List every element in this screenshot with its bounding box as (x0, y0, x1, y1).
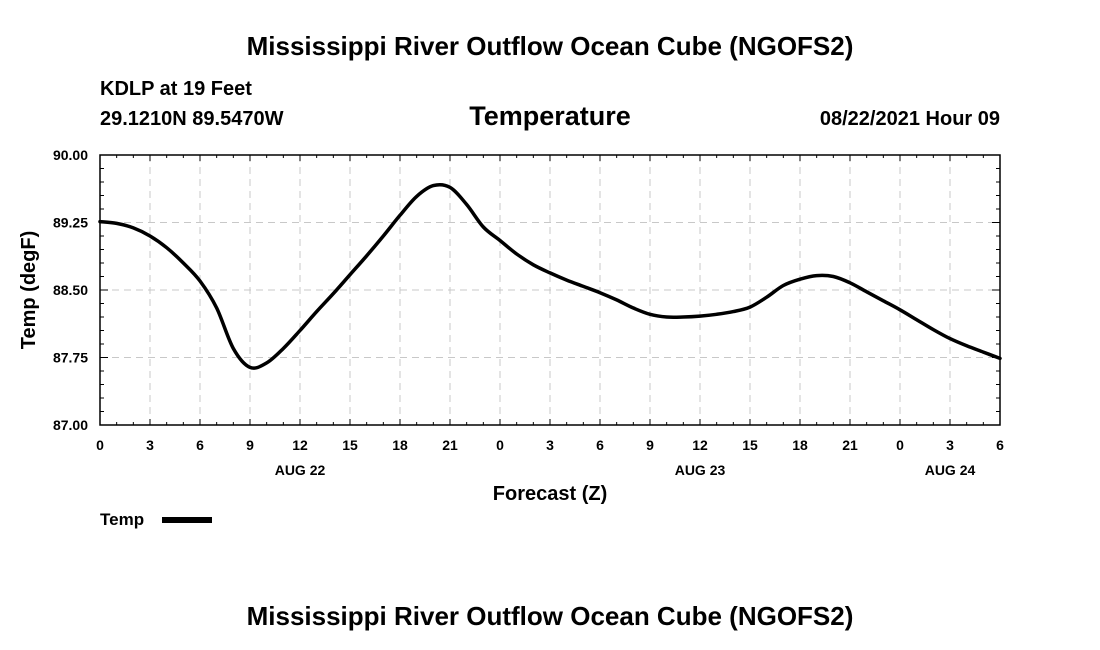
forecast-datetime: 08/22/2021 Hour 09 (820, 108, 1000, 130)
y-tick-label: 89.25 (53, 215, 88, 231)
x-tick-label: 3 (146, 437, 154, 453)
main-title: Mississippi River Outflow Ocean Cube (NG… (247, 31, 854, 61)
day-label: AUG 23 (675, 462, 726, 478)
x-tick-label: 9 (646, 437, 654, 453)
x-tick-label: 18 (792, 437, 808, 453)
day-label: AUG 24 (925, 462, 976, 478)
y-tick-label: 88.50 (53, 282, 88, 298)
y-axis-label: Temp (degF) (18, 231, 40, 350)
temp-series-line (98, 182, 1002, 370)
footer-title: Mississippi River Outflow Ocean Cube (NG… (247, 601, 854, 631)
station-label: KDLP at 19 Feet (100, 78, 252, 100)
x-tick-label: 12 (692, 437, 708, 453)
x-tick-label: 6 (196, 437, 204, 453)
x-tick-label: 21 (442, 437, 458, 453)
chart-grid (100, 155, 1000, 425)
x-tick-label: 0 (896, 437, 904, 453)
x-tick-label: 0 (496, 437, 504, 453)
x-tick-label: 15 (342, 437, 358, 453)
x-tick-label: 3 (546, 437, 554, 453)
station-coords: 29.1210N 89.5470W (100, 108, 284, 130)
x-tick-label: 3 (946, 437, 954, 453)
chart-title: Temperature (469, 101, 631, 131)
x-tick-label: 15 (742, 437, 758, 453)
x-axis-label: Forecast (Z) (493, 483, 607, 505)
y-tick-label: 87.00 (53, 417, 88, 433)
x-tick-label: 9 (246, 437, 254, 453)
plot-frame (99, 154, 1001, 426)
x-tick-label: 6 (596, 437, 604, 453)
tick-labels: 0 3 6 9 12 15 18 21 0 3 6 9 12 15 18 21 0 3 6 87.00 87.75 88.… (53, 147, 1004, 478)
x-tick-label: 6 (996, 437, 1004, 453)
x-tick-label: 18 (392, 437, 408, 453)
y-tick-label: 87.75 (53, 350, 88, 366)
legend-label: Temp (100, 510, 144, 529)
x-tick-label: 12 (292, 437, 308, 453)
x-tick-label: 0 (96, 437, 104, 453)
x-tick-label: 21 (842, 437, 858, 453)
day-label: AUG 22 (275, 462, 326, 478)
y-tick-label: 90.00 (53, 147, 88, 163)
